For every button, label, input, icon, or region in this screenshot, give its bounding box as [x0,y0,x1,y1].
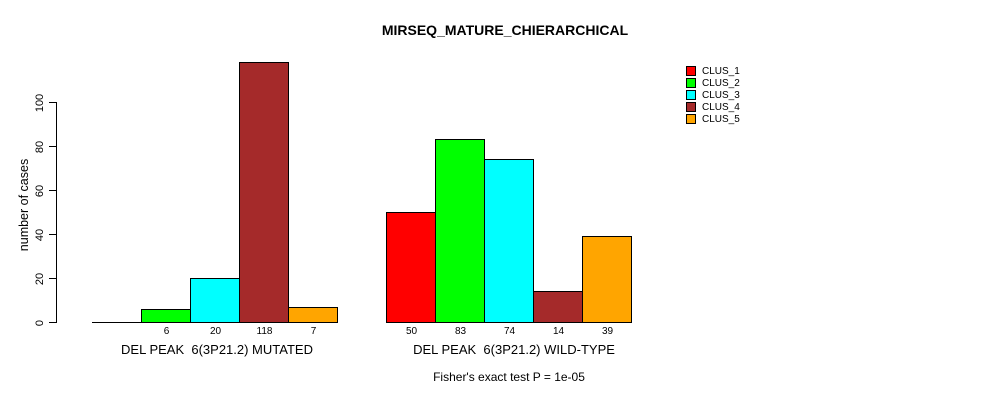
y-axis-title: number of cases [17,158,31,252]
x-group-label-mutated: DEL PEAK 6(3P21.2) MUTATED [121,342,313,357]
legend-label-clus_3: CLUS_3 [702,90,740,101]
bar-clus_2 [435,139,485,323]
fisher-test-annotation: Fisher's exact test P = 1e-05 [433,370,585,384]
bar-value-label: 20 [209,326,222,337]
y-axis-line [56,102,57,323]
legend-label-clus_4: CLUS_4 [702,102,740,113]
y-tick-label: 80 [34,140,46,153]
bar-value-label: 14 [552,326,565,337]
bar-clus_1 [386,212,436,323]
bar-value-label: 50 [405,326,418,337]
bar-clus_4 [533,291,583,323]
y-tick [49,234,56,235]
x-group-label-wildtype: DEL PEAK 6(3P21.2) WILD-TYPE [413,342,615,357]
y-tick [49,102,56,103]
bar-value-label: 6 [163,326,170,337]
bar-clus_3 [190,278,240,323]
y-tick-label: 20 [34,272,46,285]
y-tick-label: 100 [34,93,46,112]
legend-label-clus_1: CLUS_1 [702,66,740,77]
y-tick [49,322,56,323]
y-tick-label: 60 [34,184,46,197]
bar-clus_4 [239,62,289,323]
y-tick-label: 0 [34,319,46,326]
bar-clus_5 [582,236,632,323]
bar-value-label: 7 [310,326,317,337]
y-tick [49,278,56,279]
legend-swatch-clus_5 [686,114,696,124]
y-tick [49,146,56,147]
bar-value-label: 83 [454,326,467,337]
y-tick [49,190,56,191]
chart-title: MIRSEQ_MATURE_CHIERARCHICAL [381,22,629,38]
bar-clus_5 [288,307,338,323]
legend-swatch-clus_3 [686,90,696,100]
bar-value-label: 39 [601,326,614,337]
bar-value-label: 74 [503,326,516,337]
legend-swatch-clus_1 [686,66,696,76]
legend-label-clus_2: CLUS_2 [702,78,740,89]
legend-swatch-clus_4 [686,102,696,112]
y-tick-label: 40 [34,228,46,241]
bar-clus_2 [141,309,191,323]
bar-clus_1 [92,322,142,323]
bar-clus_3 [484,159,534,323]
bar-value-label: 118 [256,326,273,337]
legend-swatch-clus_2 [686,78,696,88]
legend-label-clus_5: CLUS_5 [702,114,740,125]
